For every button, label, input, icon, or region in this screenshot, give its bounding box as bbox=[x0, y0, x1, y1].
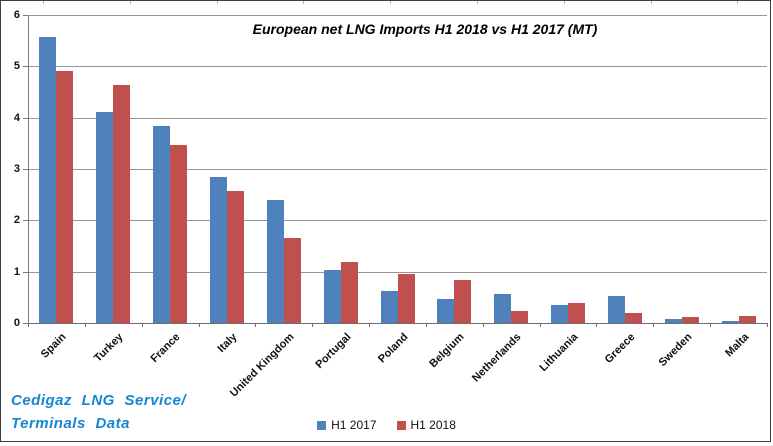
top-border-tick bbox=[563, 1, 565, 4]
legend: H1 2017 H1 2018 bbox=[0, 418, 773, 432]
bar-greece-h1-2017 bbox=[607, 295, 625, 323]
x-axis-label-italy: Italy bbox=[215, 331, 240, 356]
bar-poland-h1-2018 bbox=[397, 274, 415, 323]
bar-lithuania-h1-2017 bbox=[551, 305, 569, 323]
bar-poland-h1-2017 bbox=[380, 291, 398, 323]
x-axis-label-netherlands: Netherlands bbox=[470, 331, 524, 385]
y-axis-label: 2 bbox=[13, 214, 20, 227]
source-note-line2: Terminals Data bbox=[11, 415, 130, 432]
x-axis-label-malta: Malta bbox=[722, 331, 752, 360]
bar-belgium-h1-2018 bbox=[454, 280, 472, 323]
gridline-y-5 bbox=[28, 66, 767, 68]
x-axis-label-portugal: Portugal bbox=[313, 331, 354, 372]
bar-malta-h1-2017 bbox=[721, 320, 739, 323]
legend-swatch-icon bbox=[396, 420, 406, 430]
gridline-y-3 bbox=[28, 169, 767, 170]
x-axis-label-lithuania: Lithuania bbox=[537, 331, 581, 375]
legend-swatch-icon bbox=[317, 420, 327, 430]
y-axis-label: 3 bbox=[13, 163, 20, 175]
top-border-tick bbox=[129, 1, 131, 4]
x-axis-label-turkey: Turkey bbox=[92, 331, 126, 365]
y-axis-tick bbox=[23, 271, 28, 273]
x-axis-tick bbox=[539, 323, 541, 327]
x-axis-tick bbox=[255, 323, 257, 327]
gridline-y-2 bbox=[28, 220, 767, 222]
source-note-line1: Cedigaz LNG Service/ bbox=[11, 392, 187, 409]
x-axis-tick bbox=[141, 323, 143, 327]
source-note: Cedigaz LNG Service/ Terminals Data bbox=[11, 389, 186, 435]
x-axis-tick bbox=[198, 323, 200, 327]
bar-netherlands-h1-2018 bbox=[511, 311, 529, 323]
bar-united-kingdom-h1-2018 bbox=[283, 237, 301, 323]
y-axis-tick bbox=[23, 15, 28, 16]
x-axis-label-sweden: Sweden bbox=[656, 331, 695, 369]
x-axis-label-greece: Greece bbox=[602, 331, 638, 366]
bar-france-h1-2017 bbox=[153, 126, 171, 323]
bar-italy-h1-2017 bbox=[209, 177, 227, 323]
x-axis-tick bbox=[369, 323, 371, 327]
y-axis-line bbox=[28, 15, 29, 323]
x-axis-label-poland: Poland bbox=[375, 331, 410, 366]
bar-portugal-h1-2017 bbox=[323, 270, 341, 323]
y-axis-label: 1 bbox=[13, 265, 20, 278]
x-axis-tick bbox=[596, 323, 598, 327]
x-axis-tick bbox=[767, 323, 768, 327]
gridline-y-4 bbox=[28, 117, 767, 119]
x-axis-tick bbox=[84, 323, 86, 327]
x-axis-label-spain: Spain bbox=[39, 331, 69, 361]
x-axis-tick bbox=[425, 323, 427, 327]
gridline-y-1 bbox=[28, 271, 767, 273]
bar-sweden-h1-2017 bbox=[664, 318, 682, 323]
gridline-y-6 bbox=[28, 15, 767, 16]
bar-sweden-h1-2018 bbox=[681, 316, 699, 323]
bar-netherlands-h1-2017 bbox=[494, 293, 512, 323]
x-axis-label-belgium: Belgium bbox=[427, 331, 467, 371]
bar-spain-h1-2018 bbox=[56, 70, 74, 323]
x-axis-tick bbox=[28, 323, 29, 327]
legend-item-h1-2017: H1 2017 bbox=[317, 418, 377, 432]
top-border-tick bbox=[43, 1, 44, 4]
top-border-tick bbox=[390, 1, 392, 4]
y-axis-tick bbox=[23, 323, 28, 324]
top-border-tick bbox=[303, 1, 305, 4]
x-axis-tick bbox=[482, 323, 484, 327]
y-axis-label: 5 bbox=[13, 60, 20, 73]
y-axis-tick bbox=[23, 117, 28, 119]
top-border-tick bbox=[477, 1, 478, 4]
x-axis-tick bbox=[653, 323, 655, 327]
bar-belgium-h1-2017 bbox=[437, 299, 455, 323]
y-axis-tick bbox=[23, 66, 28, 68]
bar-lithuania-h1-2018 bbox=[568, 303, 586, 323]
chart-title: European net LNG Imports H1 2018 vs H1 2… bbox=[252, 21, 598, 37]
y-axis-label: 6 bbox=[13, 9, 20, 21]
bar-turkey-h1-2018 bbox=[113, 84, 131, 323]
x-axis-tick bbox=[710, 323, 712, 327]
bar-turkey-h1-2017 bbox=[96, 111, 114, 323]
top-border-tick bbox=[737, 1, 739, 4]
y-axis-tick bbox=[23, 169, 28, 170]
legend-label: H1 2018 bbox=[410, 418, 456, 432]
top-border-tick bbox=[216, 1, 218, 4]
bar-portugal-h1-2018 bbox=[340, 262, 358, 323]
legend-label: H1 2017 bbox=[331, 418, 377, 432]
bar-france-h1-2018 bbox=[170, 144, 188, 323]
x-axis-tick bbox=[312, 323, 314, 327]
y-axis-tick bbox=[23, 220, 28, 222]
bar-greece-h1-2018 bbox=[624, 312, 642, 323]
x-axis-label-united-kingdom: United Kingdom bbox=[227, 331, 297, 400]
bar-malta-h1-2018 bbox=[738, 316, 756, 323]
bar-italy-h1-2018 bbox=[226, 190, 244, 323]
bar-united-kingdom-h1-2017 bbox=[266, 199, 284, 323]
bar-spain-h1-2017 bbox=[39, 37, 57, 323]
x-axis-label-france: France bbox=[148, 331, 183, 365]
y-axis-label: 4 bbox=[13, 111, 20, 124]
legend-item-h1-2018: H1 2018 bbox=[396, 418, 456, 432]
top-border-tick bbox=[650, 1, 652, 4]
y-axis-label: 0 bbox=[13, 317, 20, 329]
x-axis-line bbox=[28, 323, 767, 324]
